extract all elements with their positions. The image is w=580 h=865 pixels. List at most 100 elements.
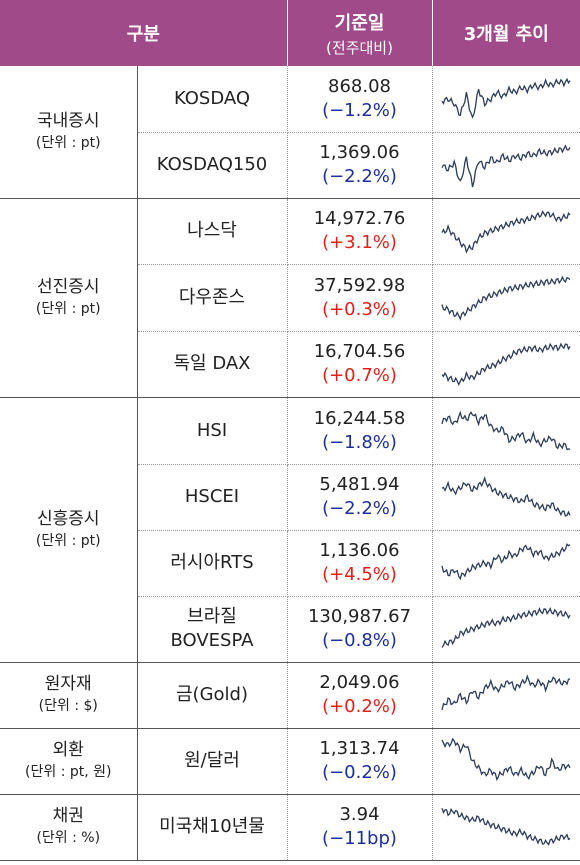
item-name-line: 다우존스 [178, 286, 246, 308]
table-row: KOSDAQ150 1,369.06 (−2.2%) [0, 132, 580, 199]
sparkline-path [441, 77, 571, 119]
table-row: 국내증시 (단위 : pt) KOSDAQ 868.08 (−1.2%) [0, 66, 580, 199]
sparkline-path [441, 475, 571, 517]
sparkline-path [441, 144, 571, 188]
trend-cell [432, 596, 580, 663]
item-value: 5,481.94 [319, 474, 400, 495]
trend-cell [432, 794, 580, 861]
trend-cell [432, 397, 580, 465]
sparkline-chart-icon [441, 607, 571, 648]
sparkline-path [441, 542, 571, 581]
header-category: 구분 [0, 0, 287, 66]
item-name: 다우존스 [136, 264, 288, 332]
table-row: 다우존스 37,592.98 (+0.3%) [0, 264, 580, 332]
table-row: 신흥증시 (단위 : pt) HSI 16,244.58 (−1.8%) [0, 397, 580, 663]
sparkline-path [441, 274, 571, 321]
trend-cell [432, 464, 580, 531]
item-name-line: KOSDAQ [173, 87, 251, 109]
item-value: 3.94 [339, 804, 380, 825]
item-value-cell: 5,481.94 (−2.2%) [287, 464, 433, 531]
sparkline-path [441, 607, 571, 648]
item-name: HSCEI [136, 464, 288, 531]
table-row: 외환 (단위 : pt, 원) 원/달러 1,313.74 (−0.2%) [0, 728, 580, 795]
category-unit: (단위 : %) [36, 830, 101, 846]
item-value: 1,313.74 [319, 738, 400, 759]
item-value-cell: 14,972.76 (+3.1%) [287, 198, 433, 265]
item-name-line: 원/달러 [184, 750, 240, 771]
sparkline-chart-icon [441, 410, 571, 450]
item-value: 14,972.76 [313, 208, 406, 229]
trend-cell [432, 198, 580, 265]
item-change: (+0.7%) [322, 365, 397, 386]
item-value-cell: 2,049.06 (+0.2%) [287, 662, 433, 729]
item-name-line: 러시아RTS [170, 552, 254, 573]
category-unit: (단위 : pt, 원) [25, 764, 112, 780]
item-value: 1,136.06 [319, 540, 400, 561]
table-row: HSCEI 5,481.94 (−2.2%) [0, 464, 580, 531]
sparkline-chart-icon [441, 210, 571, 254]
item-change: (−1.8%) [322, 431, 397, 453]
item-value-cell: 16,244.58 (−1.8%) [287, 397, 433, 465]
item-change: (−11bp) [322, 828, 397, 849]
category-label: 채권 [52, 806, 84, 826]
item-value: 37,592.98 [313, 274, 406, 296]
trend-cell [432, 66, 580, 133]
item-name-line: 금(Gold) [176, 684, 248, 705]
table-row: 독일 DAX 16,704.56 (+0.7%) [0, 331, 580, 398]
header-trend: 3개월 추이 [431, 0, 580, 66]
item-name-line: 나스닥 [187, 220, 237, 241]
table-row: 브라질 BOVESPA 130,987.67 (−0.8%) [0, 596, 580, 663]
sparkline-path [441, 674, 571, 711]
item-value-cell: 130,987.67 (−0.8%) [287, 596, 433, 663]
header-date: 기준일 (전주대비) [286, 0, 432, 66]
item-name: 미국채10년물 [136, 794, 288, 861]
item-change: (−0.8%) [322, 630, 397, 651]
category-label: 원자재 [44, 674, 92, 694]
sparkline-chart-icon [441, 807, 571, 846]
item-name-line: 미국채10년물 [159, 816, 265, 837]
item-value-cell: 37,592.98 (+0.3%) [287, 264, 433, 332]
table-row: 선진증시 (단위 : pt) 나스닥 14,972.76 (+3.1%) [0, 198, 580, 398]
sparkline-chart-icon [441, 674, 571, 711]
sparkline-path [441, 342, 571, 387]
item-name: KOSDAQ150 [136, 132, 288, 199]
item-change: (−1.2%) [322, 99, 397, 121]
category-label: 신흥증시 [36, 508, 100, 529]
header-row: 구분 기준일 (전주대비) 3개월 추이 [0, 0, 580, 66]
sparkline-chart-icon [441, 475, 571, 517]
category-label: 국내증시 [36, 110, 100, 131]
item-name-line: KOSDAQ150 [156, 154, 268, 175]
item-value-cell: 16,704.56 (+0.7%) [287, 331, 433, 398]
item-value: 868.08 [328, 75, 391, 97]
category-unit: (단위 : $) [38, 698, 98, 714]
item-name: 러시아RTS [136, 530, 288, 597]
item-value: 1,369.06 [319, 142, 400, 163]
category-cell: 채권 (단위 : %) [0, 794, 137, 861]
sparkline-path [441, 737, 571, 782]
item-name-line: HSCEI [184, 486, 240, 507]
item-change: (+0.3%) [322, 298, 397, 320]
item-name-line: HSI [196, 419, 228, 441]
category-label: 외환 [52, 740, 84, 760]
trend-cell [432, 331, 580, 398]
sparkline-chart-icon [441, 77, 571, 119]
item-change: (+0.2%) [322, 696, 397, 717]
item-value-cell: 1,369.06 (−2.2%) [287, 132, 433, 199]
category-cell: 선진증시 (단위 : pt) [0, 198, 137, 398]
item-name: 나스닥 [136, 198, 288, 265]
sparkline-chart-icon [441, 274, 571, 321]
header-date-label: 기준일 [334, 12, 385, 34]
item-name: 브라질 BOVESPA [136, 596, 288, 663]
trend-cell [432, 132, 580, 199]
sparkline-chart-icon [441, 144, 571, 188]
sparkline-path [441, 410, 571, 450]
sparkline-path [441, 807, 571, 846]
item-change: (−2.2%) [322, 166, 397, 187]
item-name: 금(Gold) [136, 662, 288, 729]
category-unit: (단위 : pt) [35, 134, 101, 151]
trend-cell [432, 530, 580, 597]
item-change: (+3.1%) [322, 232, 397, 253]
item-name: 원/달러 [136, 728, 288, 795]
item-name: HSI [136, 397, 288, 465]
